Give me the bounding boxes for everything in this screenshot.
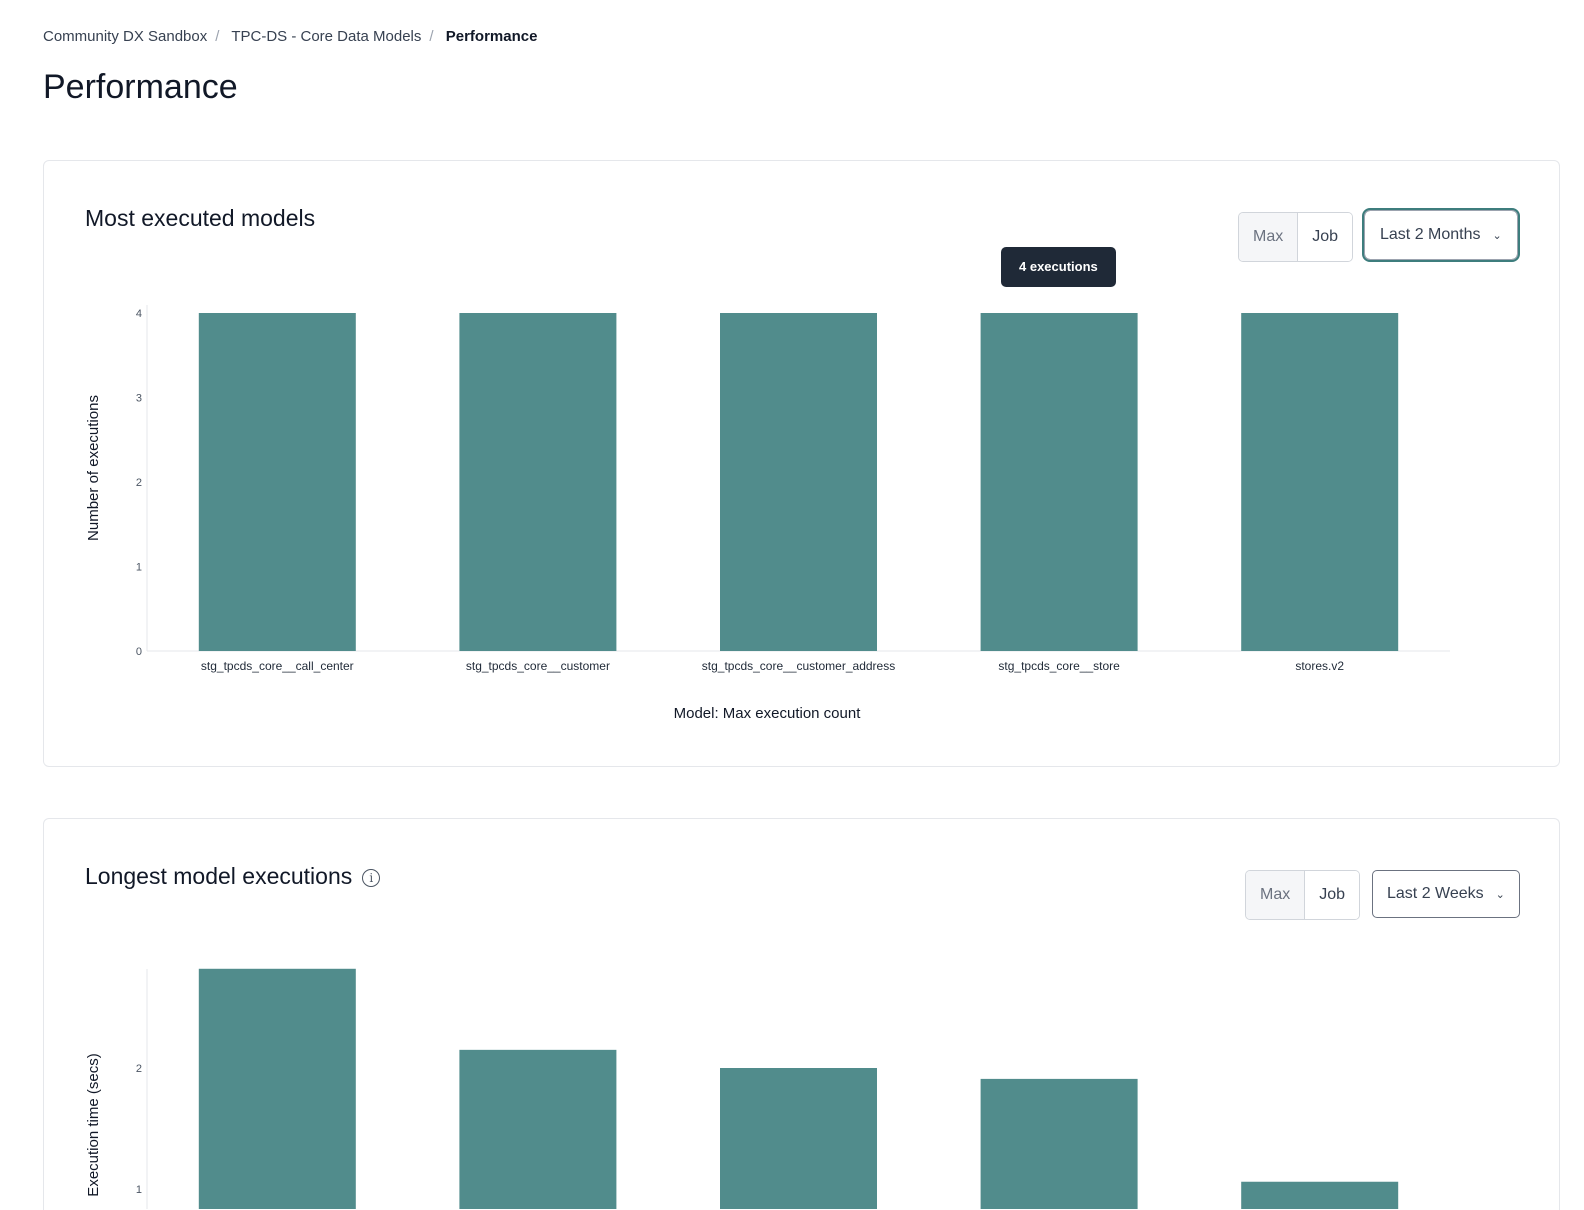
x-tick-label: stores.v2 — [1295, 659, 1344, 673]
breadcrumb-separator: / — [429, 28, 434, 45]
y-tick-label: 3 — [136, 393, 142, 405]
chevron-down-icon: ⌄ — [1492, 230, 1502, 242]
bar — [1241, 313, 1399, 651]
bar — [720, 313, 877, 651]
card-title-text: Longest model executions — [85, 863, 353, 889]
bar — [1241, 1181, 1399, 1209]
tooltip: 4 executions — [1001, 247, 1116, 287]
bar — [720, 1068, 877, 1209]
card-title: Longest model executions i — [85, 863, 381, 890]
x-tick-label: stg_tpcds_core__call_center — [201, 659, 354, 673]
metric-toggle: Max Job — [1245, 870, 1361, 920]
bar — [459, 313, 617, 651]
range-value: Last 2 Months — [1380, 226, 1481, 243]
y-tick-label: 4 — [136, 308, 142, 320]
card-title: Most executed models — [85, 205, 316, 231]
max-toggle[interactable]: Max — [1239, 213, 1299, 261]
bar — [198, 968, 356, 1209]
range-dropdown[interactable]: Last 2 Weeks ⌄ — [1372, 870, 1520, 918]
page-title: Performance — [43, 68, 238, 106]
bar — [980, 1078, 1138, 1209]
max-toggle[interactable]: Max — [1246, 871, 1306, 919]
bar — [459, 1049, 617, 1209]
y-tick-label: 2 — [136, 1063, 142, 1075]
x-tick-label: stg_tpcds_core__customer_address — [702, 659, 895, 673]
y-tick-label: 0 — [136, 646, 142, 658]
info-icon[interactable]: i — [362, 869, 381, 887]
breadcrumb: Community DX Sandbox / TPC-DS - Core Data… — [43, 28, 543, 45]
chevron-down-icon: ⌄ — [1495, 889, 1505, 901]
bar — [980, 313, 1138, 651]
y-tick-label: 1 — [136, 1184, 142, 1196]
y-tick-label: 2 — [136, 477, 142, 489]
breadcrumb-link[interactable]: Community DX Sandbox — [43, 28, 208, 45]
metric-toggle: Max Job — [1238, 212, 1354, 262]
range-value: Last 2 Weeks — [1387, 885, 1484, 902]
job-toggle[interactable]: Job — [1305, 871, 1360, 919]
y-tick-label: 1 — [136, 562, 142, 574]
breadcrumb-current: Performance — [445, 28, 538, 45]
x-tick-label: stg_tpcds_core__store — [998, 659, 1120, 673]
x-tick-label: stg_tpcds_core__customer — [466, 659, 610, 673]
range-dropdown[interactable]: Last 2 Months ⌄ — [1364, 210, 1518, 260]
y-axis-label: Number of executions — [85, 395, 102, 541]
breadcrumb-separator: / — [215, 28, 220, 45]
job-toggle[interactable]: Job — [1298, 213, 1353, 261]
y-axis-label: Execution time (secs) — [85, 1053, 102, 1196]
breadcrumb-link[interactable]: TPC-DS - Core Data Models — [231, 28, 422, 45]
bar — [198, 313, 356, 651]
x-axis-label: Model: Max execution count — [674, 705, 862, 722]
